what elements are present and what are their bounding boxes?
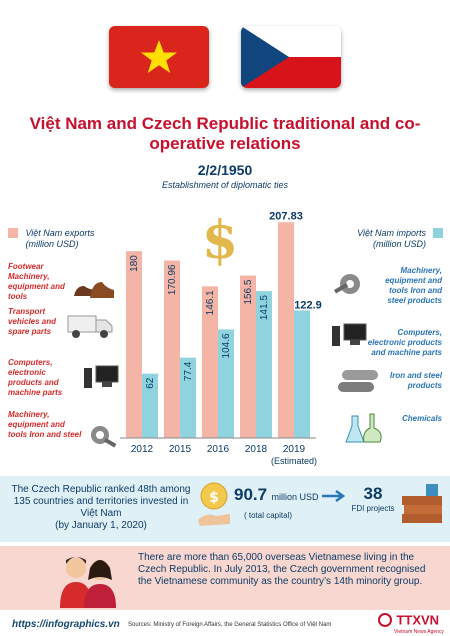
import-category-chemicals: Chemicals [401,414,442,423]
export-category-machinery: Machinery, equipment and tools Iron and … [8,410,82,439]
investment-rank-text: The Czech Republic ranked 48th among 135… [11,484,191,519]
vietnam-flag [109,26,209,88]
chemicals-flask-icon [345,413,382,443]
community-text: There are more than 65,000 overseas Viet… [138,552,426,587]
x-tick-2016: 2016 [207,444,230,455]
export-bar-2012 [126,251,142,438]
svg-text:$: $ [202,212,238,268]
export-category-transport: Transport vehicles and spare parts [8,307,57,336]
projects-block: 38 FDI projects [348,484,398,513]
legend-imports: Việt Nam imports (million USD) [342,228,446,252]
projects-label: FDI projects [351,504,395,513]
x-tick-note-2019: (Estimated) [271,456,317,466]
export-value-label-2015: 170.96 [167,264,178,295]
export-category-footwear: Footwear Machinery, equipment and tools [8,262,65,301]
import-category-machinery: Machinery, equipment and tools Iron and … [385,266,442,305]
page-title: Việt Nam and Czech Republic traditional … [29,114,421,153]
import-value-label-2016: 104.6 [221,333,232,358]
footer-link[interactable]: https://infographics.vn [12,619,120,630]
dollar-icon: $ [202,212,238,268]
import-value-label-2019: 122.9 [294,299,322,311]
agency-logo-subtext: Vietnam News Agency [394,629,444,635]
arrow-right-icon [322,489,346,503]
export-bar-2019 [278,222,294,438]
import-value-label-2018: 141.5 [259,295,270,320]
export-category-computers: Computers, electronic products and machi… [8,358,63,397]
legend-imports-label: Việt Nam imports (million USD) [357,228,426,249]
projects-value: 38 [363,484,383,503]
import-bar-2012 [142,373,158,438]
capital-unit: million USD [271,492,319,502]
czech-flag-icon [241,26,341,88]
capital-block: 90.7 million USD ( total capital) [234,485,344,523]
czech-flag [241,26,341,88]
legend-exports-label: Việt Nam exports (million USD) [25,228,95,249]
people-icon [60,557,116,608]
export-bar-2016 [202,286,218,438]
shoes-icon [74,282,114,298]
computer-icon [84,365,119,388]
sources-text: Sources: Ministry of Foreign Affairs, th… [128,622,332,628]
investment-text: The Czech Republic ranked 48th among 135… [8,484,194,532]
x-tick-2018: 2018 [245,444,268,455]
import-value-label-2012: 62 [145,377,156,389]
export-bar-2018 [240,275,256,438]
investment-date-text: (by January 1, 2020) [55,520,147,531]
x-tick-2012: 2012 [131,444,154,455]
gear-icon-right [334,274,360,294]
computer-icon-right [332,323,367,346]
legend-imports-swatch [433,228,444,238]
capital-note: ( total capital) [244,511,293,520]
import-bar-2018 [256,291,272,438]
legend-exports-swatch [8,228,18,238]
legend-exports: Việt Nam exports (million USD) [8,228,118,252]
vietnam-flag-star-icon [141,40,177,73]
agency-logo: TTXVN Vietnam News Agency [378,611,448,635]
import-bar-2015 [180,357,196,438]
folders-icon [402,484,442,523]
diplomatic-date: 2/2/1950 [197,162,253,178]
export-bar-2015 [164,260,180,438]
agency-logo-mark [378,612,392,627]
investment-panel [0,476,450,542]
agency-logo-text: TTXVN [396,612,440,628]
export-value-label-2012: 180 [129,255,140,272]
import-bar-2019 [294,310,310,438]
import-category-computers: Computers, electronic products and machi… [367,328,442,357]
capital-value: 90.7 [234,485,268,504]
x-tick-2015: 2015 [169,444,192,455]
gear-icon [91,426,117,448]
diplomatic-date-caption: Establishment of diplomatic ties [161,180,289,190]
bar-chart: 180 62 2012 170.96 77.4 2015 146.1 104.6 2016 156… [120,210,322,466]
steel-pipes-icon [338,370,378,392]
export-value-label-2018: 156.5 [243,279,254,304]
svg-text:$: $ [209,490,219,506]
export-value-label-2019: 207.83 [269,210,303,222]
export-value-label-2016: 146.1 [205,290,216,315]
truck-icon [67,315,113,338]
x-tick-2019: 2019 [283,444,306,455]
import-category-iron-steel: Iron and steel products [389,371,442,390]
import-bar-2016 [218,329,234,438]
import-value-label-2015: 77.4 [183,361,194,381]
coins-hand-icon: $ [198,482,230,526]
